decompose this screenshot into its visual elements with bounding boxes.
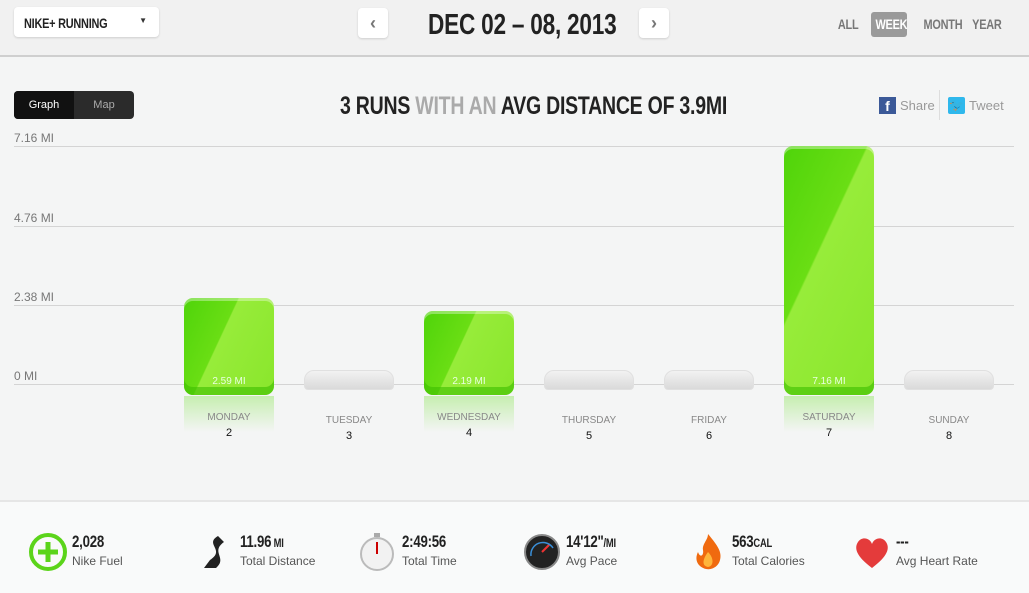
day-label: MONDAY [207,412,251,423]
divider [939,90,940,120]
speedometer-icon [522,532,562,572]
header: NIKE+ RUNNING ▼ ‹ DEC 02 – 08, 2013 › ALL… [0,0,1029,57]
app-select-label: NIKE+ RUNNING [24,15,108,31]
range-week[interactable]: WEEK [871,12,908,37]
y-tick-label: 0 MI [14,369,38,383]
range-week-label: WEEK [875,16,908,32]
gridline [14,304,1014,306]
stat-unit: CAL [753,536,772,550]
stat-value: 14'12" [566,532,604,551]
summary-avg: AVG DISTANCE OF 3.9MI [500,92,728,120]
date-range-title: DEC 02 – 08, 2013 [428,9,617,41]
map-tab[interactable]: Map [93,99,115,111]
gridline [14,225,1014,227]
road-icon [196,532,236,572]
empty-bar-friday [664,370,754,390]
flame-icon [688,532,728,572]
day-label: THURSDAY [561,415,617,426]
bar-reflection [184,396,274,432]
gridline [14,146,1014,147]
empty-bar-tuesday [304,370,394,390]
stat-value: 2:49:56 [402,532,447,551]
empty-bar-sunday [904,370,994,390]
prev-week-button[interactable]: ‹ [358,8,388,38]
bar-value-label: 7.16 MI [812,376,846,387]
day-label: WEDNESDAY [437,412,501,423]
stat-label: Total Calories [732,554,805,568]
y-tick-label: 4.76 MI [14,210,55,225]
distance-chart: 0 MI 2.38 MI 4.76 MI 7.16 MI 2.59 MI MONDAY 2 T… [14,131,1014,442]
day-label: SUNDAY [928,415,970,426]
stat-total-calories: 563CAL Total Calories [688,532,805,572]
stat-label: Avg Heart Rate [896,554,978,568]
view-toggle: Graph Map [14,91,134,119]
summary-connector: WITH AN [415,92,497,120]
stats-bar: 2,028 Nike Fuel 11.96 MI Total Distance 2:… [0,500,1029,593]
tweet-label: Tweet [969,98,1004,113]
stat-total-distance: 11.96 MI Total Distance [196,532,315,572]
summary-runs: 3 RUNS [340,92,411,120]
share-label: Share [900,98,935,113]
summary-heading: 3 RUNS WITH AN AVG DISTANCE OF 3.9MI [340,92,836,121]
gridline [14,384,1014,385]
tweet-button[interactable]: 🐦 Tweet [948,97,1004,114]
date-label: 3 [345,430,353,442]
stat-label: Nike Fuel [72,554,123,568]
bar-saturday [784,146,874,395]
range-year-label: YEAR [972,16,1002,32]
date-label: 2 [225,427,233,439]
empty-bar-thursday [544,370,634,390]
stat-label: Avg Pace [566,554,618,568]
stopwatch-icon [358,532,398,572]
stat-nike-fuel: 2,028 Nike Fuel [28,532,123,572]
graph-tab[interactable]: Graph [14,91,74,119]
day-label: SATURDAY [802,412,856,423]
next-week-button[interactable]: › [639,8,669,38]
heart-icon [852,532,892,572]
bar-reflection [424,396,514,432]
nike-fuel-icon [28,532,68,572]
stat-avg-pace: 14'12"/MI Avg Pace [522,532,630,572]
app-select-dropdown[interactable]: NIKE+ RUNNING ▼ [14,7,159,37]
stat-label: Total Distance [240,554,316,568]
bar-wednesday [424,311,514,395]
date-label: 6 [705,430,713,442]
date-label: 4 [465,427,473,439]
stat-unit: MI [271,536,284,550]
y-tick-label: 7.16 MI [14,131,55,145]
bar-monday [184,297,274,395]
y-tick-label: 2.38 MI [14,289,55,304]
stat-avg-heart-rate: --- Avg Heart Rate [852,532,978,572]
stat-label: Total Time [402,554,457,568]
range-month[interactable]: MONTH [918,12,963,37]
bar-value-label: 2.59 MI [212,376,246,387]
chevron-down-icon: ▼ [139,16,147,25]
day-label: TUESDAY [325,415,373,426]
date-label: 5 [585,430,593,442]
twitter-icon: 🐦 [948,97,965,114]
share-button[interactable]: f Share [879,97,935,114]
stat-total-time: 2:49:56 Total Time [358,532,459,572]
stat-unit: /MI [603,536,617,550]
stat-value: 11.96 [240,532,272,551]
stat-value: --- [896,532,909,551]
range-all-label: ALL [837,16,859,32]
bar-value-label: 2.19 MI [452,376,486,387]
day-label: FRIDAY [691,415,727,426]
stat-value: 2,028 [72,532,105,551]
stat-value: 563 [732,532,754,551]
range-month-label: MONTH [923,16,963,32]
date-label: 8 [945,430,953,442]
facebook-icon: f [879,97,896,114]
bar-reflection [784,396,874,432]
range-all[interactable]: ALL [835,12,861,37]
date-label: 7 [825,427,833,439]
range-year[interactable]: YEAR [968,12,1004,37]
